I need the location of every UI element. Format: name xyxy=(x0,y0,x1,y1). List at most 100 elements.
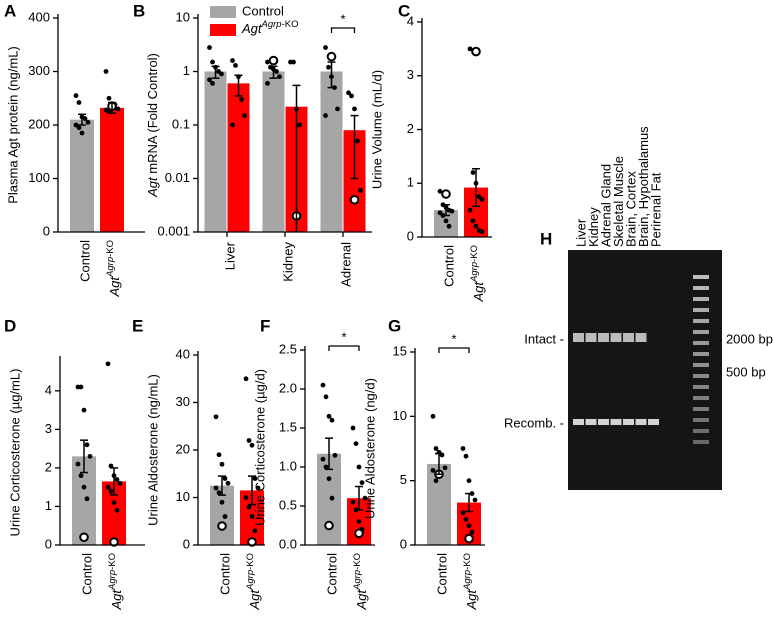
open-point xyxy=(464,533,474,544)
y-axis-label: Urine Volume (mL/d) xyxy=(369,70,384,189)
data-point xyxy=(242,113,247,118)
size-label: - 500 bp xyxy=(718,364,766,379)
ladder-band xyxy=(693,407,709,411)
ladder-band xyxy=(693,297,709,301)
data-point xyxy=(430,413,436,419)
data-point xyxy=(81,407,87,413)
axis-line xyxy=(197,351,265,546)
data-point xyxy=(210,59,215,65)
data-point xyxy=(87,453,93,459)
axis-line xyxy=(57,14,145,233)
panel-letter: G xyxy=(388,316,401,335)
panel: G Urine Aldosterone (ng/d) 0 5 10 15 Control Ag… xyxy=(362,316,485,610)
x-tick-label-part: -KO xyxy=(352,553,363,570)
data-point xyxy=(362,495,368,501)
data-point xyxy=(216,452,222,458)
open-point xyxy=(324,520,334,531)
band-intact xyxy=(598,333,609,342)
x-tick-label-part: Agt xyxy=(464,589,479,611)
band-recombined xyxy=(610,419,622,425)
y-tick-label: 5 xyxy=(400,472,407,487)
bar xyxy=(100,107,124,232)
x-tick-label: Control xyxy=(217,553,232,595)
data-point xyxy=(326,476,332,482)
x-tick-label: AgtAgrp-KO xyxy=(107,553,124,610)
legend-swatch xyxy=(210,24,236,36)
data-point xyxy=(84,442,90,448)
y-tick-label: 1 xyxy=(183,63,190,78)
data-point xyxy=(111,500,117,506)
lane-label: Adrenal Gland xyxy=(598,164,613,247)
size-label: - 2000 bp xyxy=(718,331,773,346)
open-point xyxy=(268,55,279,66)
data-point xyxy=(216,490,222,496)
bar xyxy=(70,119,94,232)
data-point xyxy=(213,414,219,420)
lane-label: Skeletal Muscle xyxy=(611,156,626,247)
data-point xyxy=(329,495,335,501)
ladder-band xyxy=(693,286,709,290)
data-point xyxy=(320,382,326,388)
data-point xyxy=(332,452,338,458)
data-point xyxy=(230,122,235,128)
data-point xyxy=(467,207,473,213)
data-point xyxy=(320,456,326,462)
panel-letter: A xyxy=(4,1,16,20)
data-point xyxy=(79,130,85,136)
data-point xyxy=(358,187,363,193)
y-tick-label: 40 xyxy=(176,346,190,361)
y-tick-label: 30 xyxy=(176,394,190,409)
legend-swatch xyxy=(210,6,236,18)
lane-label: Brain, Hypothalamus xyxy=(636,126,651,247)
y-tick-label: 1 xyxy=(45,498,52,513)
y-axis-label: Urine Corticosterone (µg/mL) xyxy=(7,369,22,537)
legend-label-part: Agt xyxy=(241,21,263,36)
x-tick-label-part: Agt xyxy=(471,281,486,303)
significance-label: * xyxy=(340,11,345,26)
x-tick-label: AgtAgrp-KO xyxy=(462,553,479,610)
x-tick-label: Kidney xyxy=(280,242,295,282)
x-tick-label: Adrenal xyxy=(338,242,353,287)
y-tick-label: 0.1 xyxy=(172,116,190,131)
data-point xyxy=(249,442,255,448)
significance-label: * xyxy=(341,329,346,344)
y-axis-label: Plasma Agt protein (ng/mL) xyxy=(5,46,20,204)
band-label: Recomb. - xyxy=(504,415,564,430)
x-tick-label-part: Agrp xyxy=(107,570,118,591)
data-point xyxy=(349,93,354,99)
data-point xyxy=(463,516,469,522)
data-point xyxy=(249,514,255,519)
panel: C Urine Volume (mL/d) 0 1 2 3 4 Control AgtAgrp-… xyxy=(369,1,492,302)
open-point xyxy=(354,528,364,539)
data-point xyxy=(469,529,475,535)
x-tick-label-part: Agrp xyxy=(105,257,116,278)
data-point xyxy=(449,208,455,214)
data-point xyxy=(78,384,84,390)
data-point xyxy=(243,376,249,382)
data-point xyxy=(323,45,328,50)
data-point xyxy=(213,485,219,491)
ladder-band xyxy=(693,275,709,279)
ladder-band xyxy=(693,440,709,444)
significance-label: * xyxy=(451,331,456,346)
data-point xyxy=(466,478,472,484)
data-point xyxy=(103,69,109,74)
panel: F Urine Corticosterone (µg/d) 0.0 0.5 1.0 1.5… xyxy=(252,316,375,610)
x-tick-label: Control xyxy=(324,553,339,595)
panel: B Agt mRNA (Fold Control) 0.001 0.01 0.1 1 10 L… xyxy=(133,1,372,287)
x-tick-label: Liver xyxy=(222,241,237,270)
x-tick-label-part: Agrp xyxy=(469,262,480,283)
data-point xyxy=(460,510,466,516)
y-tick-label: 200 xyxy=(28,116,50,131)
y-tick-label: 2.0 xyxy=(279,380,297,395)
data-point xyxy=(446,223,452,229)
panel-letter: B xyxy=(133,1,145,20)
y-tick-label: 0 xyxy=(407,228,414,243)
data-point xyxy=(326,413,332,419)
open-point xyxy=(326,51,337,62)
data-point xyxy=(243,495,249,500)
band-intact xyxy=(623,333,634,342)
y-axis-label-part: mRNA (Fold Control) xyxy=(145,53,160,177)
data-point xyxy=(207,45,212,50)
